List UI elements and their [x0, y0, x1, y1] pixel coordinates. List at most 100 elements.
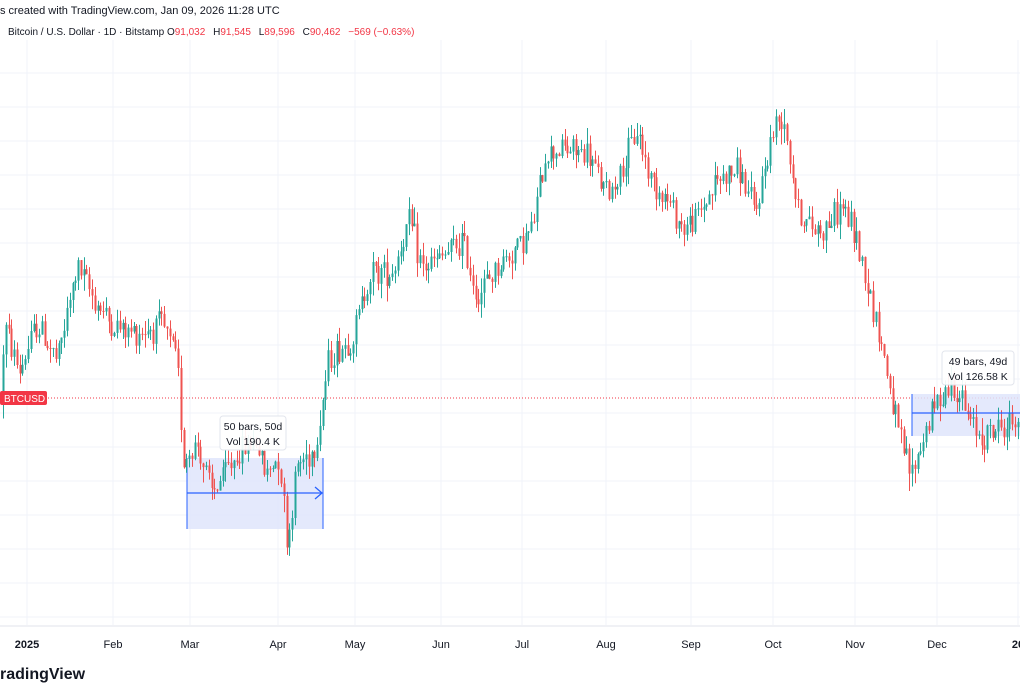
candle-body: [530, 221, 533, 232]
close-label: C: [302, 27, 310, 38]
candle-body: [202, 463, 205, 468]
candle-body: [597, 163, 600, 168]
candle-body: [814, 229, 817, 235]
candle-body: [49, 348, 52, 349]
time-axis-tick-label: Dec: [927, 639, 947, 651]
candle-body: [711, 194, 714, 196]
candle-body: [992, 425, 995, 438]
candle-body: [422, 255, 425, 264]
candle-body: [842, 204, 845, 209]
candle-body: [803, 225, 806, 227]
candle-body: [903, 429, 906, 454]
candle-body: [269, 468, 272, 470]
candle-body: [35, 323, 38, 338]
candle-body: [616, 186, 619, 190]
candle-body: [219, 481, 222, 491]
candle-body: [46, 345, 49, 349]
candle-body: [386, 262, 389, 286]
candle-body: [27, 349, 30, 360]
candle-body: [844, 206, 847, 209]
candle-body: [800, 199, 803, 226]
candle-body: [514, 247, 517, 264]
candle-body: [361, 296, 364, 310]
candle-body: [505, 256, 508, 258]
candle-body: [741, 172, 744, 184]
candle-body: [594, 159, 597, 164]
candle-body: [972, 417, 975, 419]
candle-body: [566, 145, 569, 154]
candle-body: [344, 345, 347, 349]
candle-body: [105, 307, 108, 312]
measure-1-label-box: [219, 415, 287, 451]
candle-body: [778, 116, 781, 122]
candle-body: [744, 172, 747, 194]
candle-body: [166, 326, 169, 329]
candle-body: [805, 219, 808, 226]
candle-body: [691, 215, 694, 232]
candle-body: [405, 224, 408, 247]
candle-body: [869, 290, 872, 294]
candle-body: [466, 236, 469, 268]
candle-body: [1011, 412, 1014, 425]
candle-body: [786, 124, 789, 141]
candle-body: [686, 224, 689, 235]
candle-body: [280, 469, 283, 484]
candle-body: [324, 381, 327, 400]
candle-body: [700, 208, 703, 210]
candle-body: [158, 311, 161, 319]
candle-body: [185, 459, 188, 468]
candle-body: [817, 225, 820, 235]
candle-body: [575, 139, 578, 156]
candle-body: [522, 236, 525, 254]
candle-body: [544, 163, 547, 182]
candle-body: [444, 254, 447, 256]
candle-body: [483, 278, 486, 293]
candle-body: [380, 268, 383, 284]
candle-body: [822, 233, 825, 241]
candle-body: [958, 398, 961, 403]
candle-body: [60, 337, 63, 344]
candle-body: [703, 206, 706, 210]
candle-body: [775, 116, 778, 138]
time-axis-tick-label: Oct: [764, 639, 781, 651]
candle-body: [889, 375, 892, 389]
candle-body: [655, 177, 658, 200]
candle-body: [197, 442, 200, 447]
candle-body: [858, 231, 861, 262]
candle-body: [550, 146, 553, 162]
measure-2-volume-text: Vol 126.58 K: [948, 371, 1008, 383]
candle-body: [883, 344, 886, 356]
candle-body: [539, 175, 542, 197]
candle-body: [110, 321, 113, 336]
candle-body: [986, 425, 989, 450]
candle-body: [830, 225, 833, 228]
candle-body: [789, 141, 792, 165]
candle-body: [222, 467, 225, 481]
time-axis[interactable]: 2025 Feb Mar Apr May Jun Jul Aug Sep Oct Nov Dec 20: [15, 639, 1020, 651]
candle-body: [552, 146, 555, 159]
candle-body: [917, 454, 920, 469]
candle-body: [77, 260, 80, 281]
candle-body: [983, 445, 986, 450]
candle-body: [91, 289, 94, 296]
candle-body: [705, 204, 708, 207]
candle-body: [633, 137, 636, 144]
candle-body: [555, 153, 558, 159]
candle-body: [589, 143, 592, 166]
candle-body: [436, 258, 439, 260]
candle-body: [750, 187, 753, 192]
candle-body: [38, 334, 41, 338]
candle-body: [102, 311, 105, 312]
candle-body: [288, 529, 291, 548]
candle-body: [808, 216, 811, 220]
candle-body: [494, 262, 497, 282]
candle-body: [764, 168, 767, 177]
candle-body: [989, 425, 992, 426]
candle-body: [850, 211, 853, 227]
candle-body: [441, 253, 444, 256]
candle-body: [666, 194, 669, 202]
candle-body: [238, 461, 241, 464]
candle-body: [755, 204, 758, 209]
candle-body: [861, 256, 864, 261]
